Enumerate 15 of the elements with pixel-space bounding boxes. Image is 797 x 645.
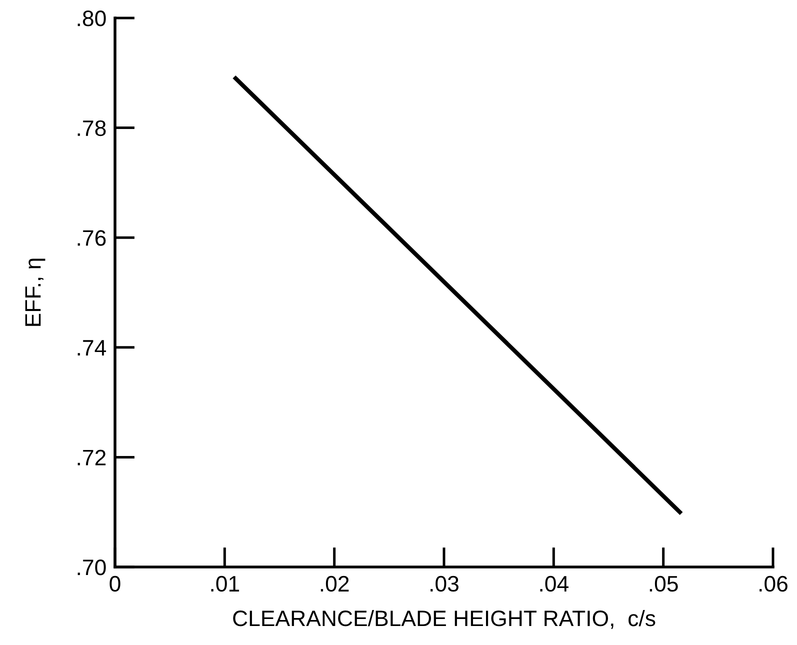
x-tick-label: 0 xyxy=(110,576,120,592)
x-tick-label: .05 xyxy=(650,576,678,592)
x-tick-label: .02 xyxy=(320,576,349,592)
x-tick-label: .01 xyxy=(211,576,240,592)
x-axis-title: CLEARANCE/BLADE HEIGHT RATIO, c/s xyxy=(233,610,656,629)
y-tick-label: .78 xyxy=(78,120,106,136)
x-tick-label: .06 xyxy=(760,576,788,592)
y-tick-label: .74 xyxy=(78,340,106,356)
x-tick-label: .03 xyxy=(430,576,458,592)
y-tick-label: .72 xyxy=(78,450,106,466)
y-axis-title: EFF., η xyxy=(25,258,46,326)
y-tick-label: .76 xyxy=(78,230,106,246)
y-tick-label: .70 xyxy=(78,560,106,576)
x-tick-label: .04 xyxy=(540,576,568,592)
y-tick-label: .80 xyxy=(78,10,106,26)
